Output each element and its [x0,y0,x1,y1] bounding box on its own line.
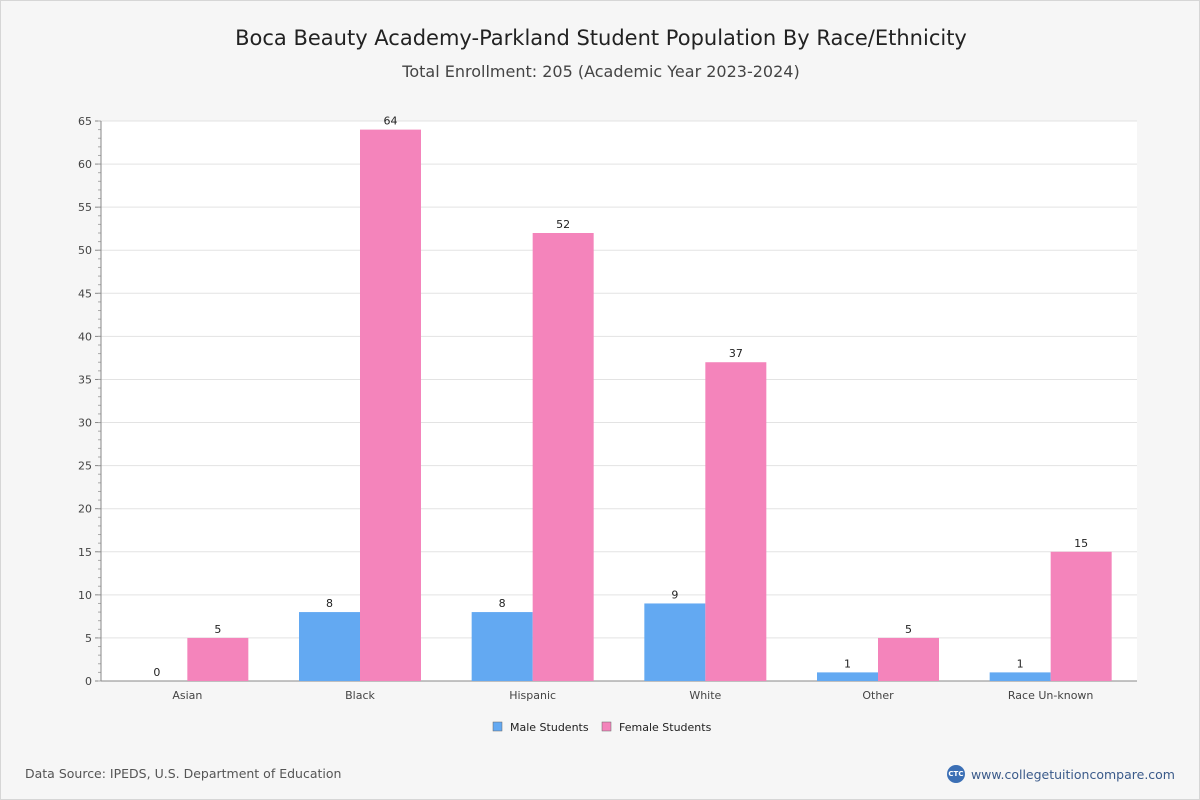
data-label: 8 [326,597,333,610]
brand-url: www.collegetuitioncompare.com [970,766,1175,782]
chart-subtitle: Total Enrollment: 205 (Academic Year 202… [402,62,800,81]
data-label: 8 [499,597,506,610]
data-label: 9 [671,588,678,601]
chart-title: Boca Beauty Academy-Parkland Student Pop… [235,26,967,50]
plot-area [101,121,1137,681]
data-label: 52 [556,218,570,231]
y-tick-label: 65 [78,115,92,128]
data-label: 1 [844,657,851,670]
legend-swatch-male [492,721,503,732]
y-tick-label: 30 [78,417,92,430]
y-tick-label: 25 [78,460,92,473]
y-tick-label: 45 [78,287,92,300]
x-tick-label: Other [862,689,894,702]
y-tick-label: 0 [85,675,92,688]
x-tick-label: Black [345,689,375,702]
bar-male [817,672,878,681]
y-tick-label: 60 [78,158,92,171]
data-label: 5 [214,623,221,636]
legend-label: Female Students [619,721,712,734]
y-tick-label: 15 [78,546,92,559]
x-tick-label: Hispanic [509,689,556,702]
data-label: 15 [1074,537,1088,550]
x-tick-label: White [689,689,721,702]
data-label: 5 [905,623,912,636]
bar-female [532,233,594,681]
brand-logo-icon: CTC [946,765,965,783]
data-label: 0 [153,666,160,679]
data-source: Data Source: IPEDS, U.S. Department of E… [25,766,342,781]
bar-male [299,612,360,681]
brand-link[interactable]: CTC www.collegetuitioncompare.com [946,765,1175,783]
bar-female [705,362,767,681]
bar-male [471,612,533,681]
y-tick-label: 20 [78,503,92,516]
data-label: 37 [729,347,743,360]
data-label: 1 [1017,657,1024,670]
bar-female [878,637,939,681]
x-tick-label: Race Un-known [1008,689,1094,702]
y-tick-label: 55 [78,201,92,214]
data-label: 64 [384,115,398,128]
y-tick-label: 5 [85,632,92,645]
legend-swatch-female [601,721,612,732]
y-tick-label: 50 [78,244,92,257]
bar-female [360,129,421,682]
bar-male [644,603,706,681]
legend-label: Male Students [510,721,589,734]
y-tick-label: 35 [78,373,92,386]
bar-female [187,637,249,681]
y-tick-label: 40 [78,330,92,343]
bar-female [1050,551,1112,681]
x-tick-label: Asian [172,689,202,702]
bar-male [989,672,1051,681]
y-tick-label: 10 [78,589,92,602]
